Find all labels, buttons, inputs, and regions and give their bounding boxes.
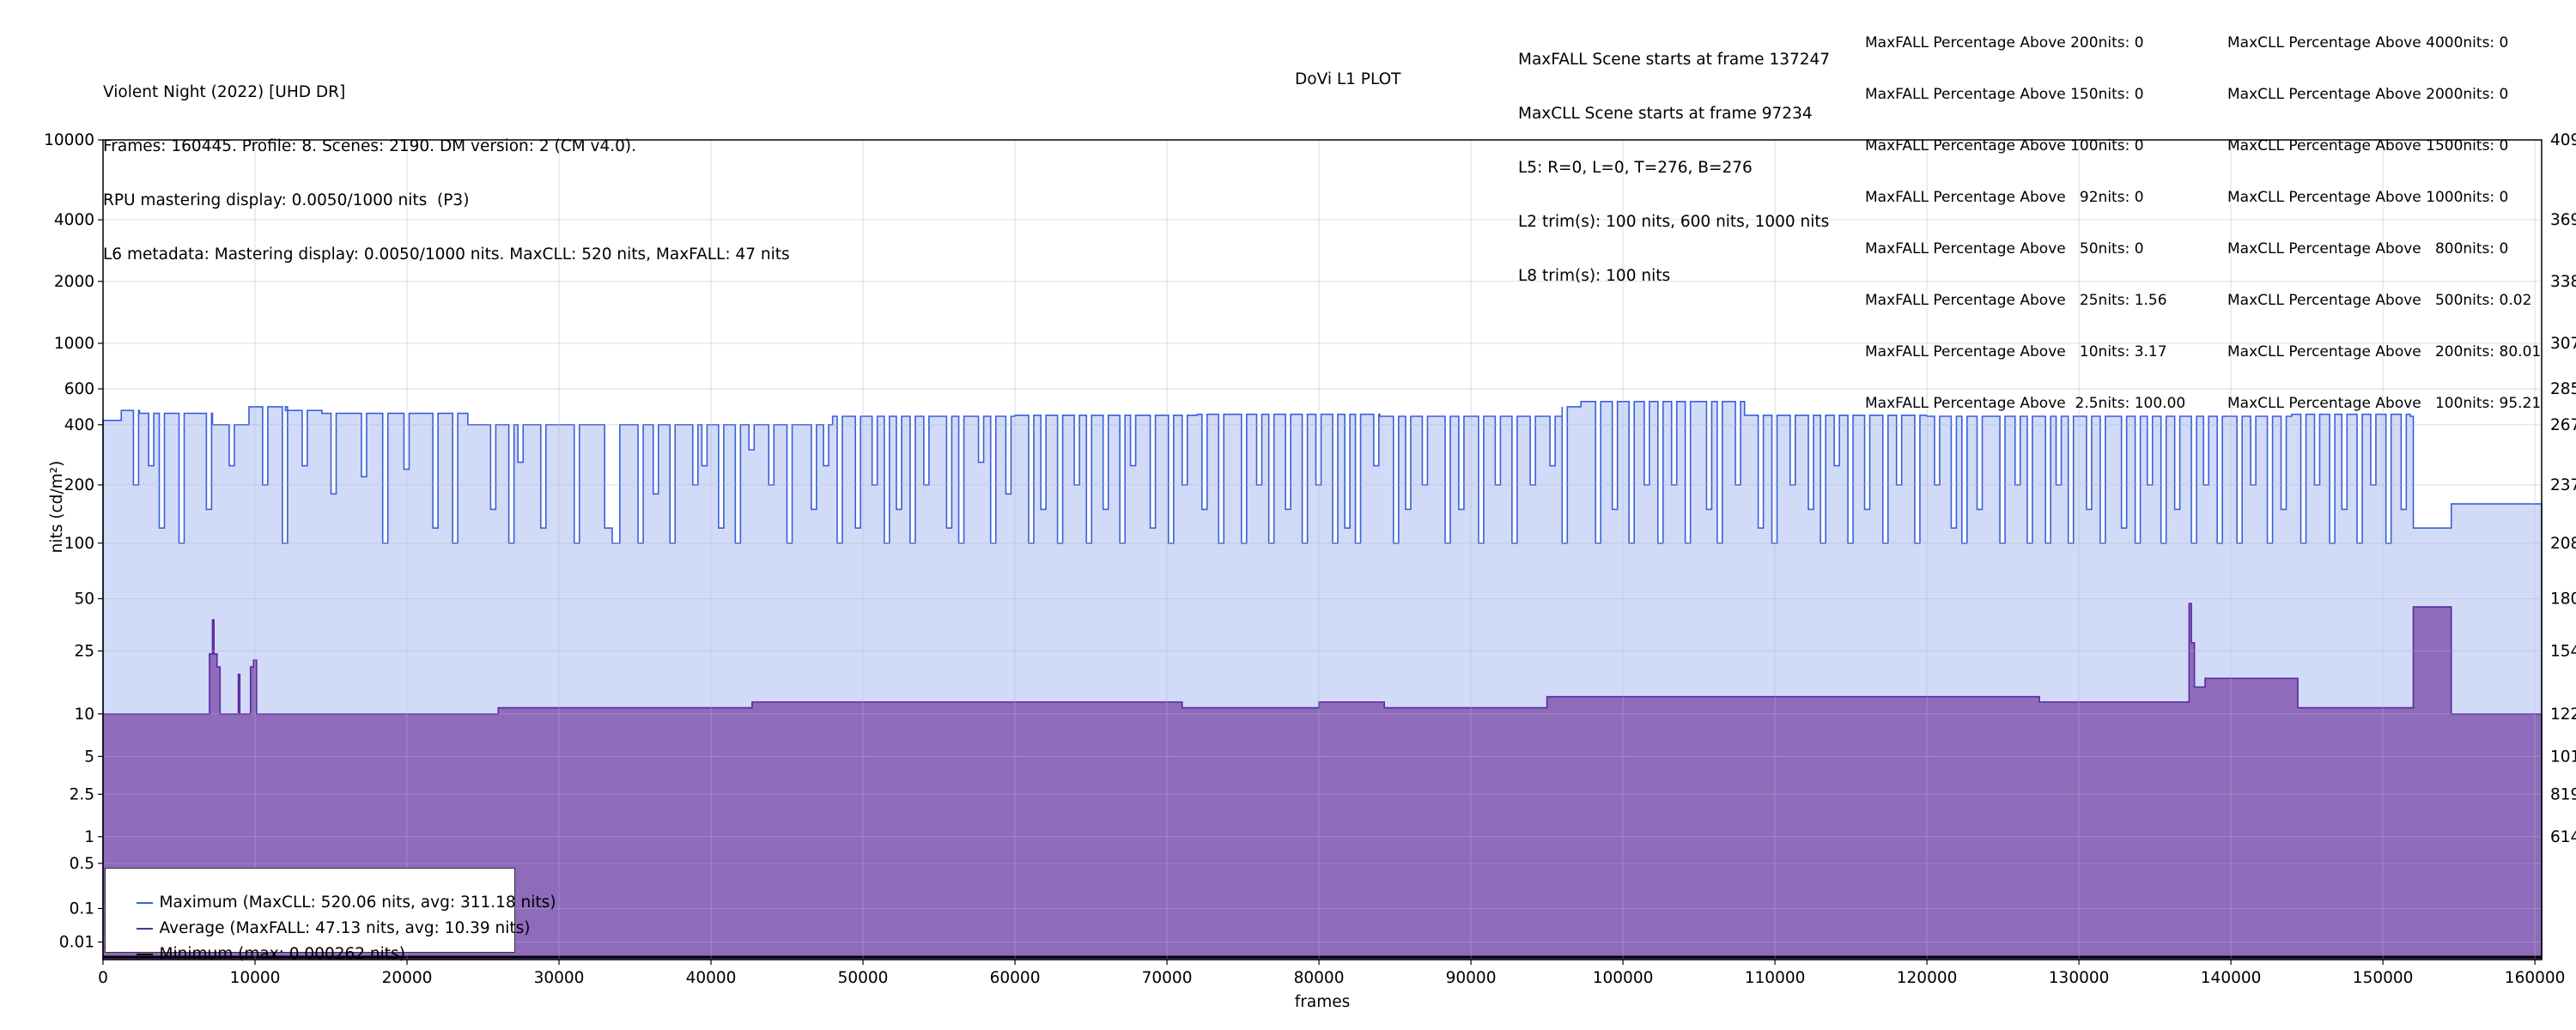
maxcll-stats: MaxCLL Percentage Above 4000nits: 0 MaxC… bbox=[2227, 0, 2541, 429]
legend-label-minimum: Minimum (max: 0.000262 nits) bbox=[159, 945, 405, 963]
header-frames-line: Frames: 160445. Profile: 8. Scenes: 2190… bbox=[103, 137, 636, 155]
y-axis-label: nits (cd/m²) bbox=[48, 461, 66, 554]
header-title-block: Violent Night (2022) [UHD DR] Frames: 16… bbox=[103, 47, 790, 282]
y-tick-label: 100 bbox=[64, 535, 94, 553]
maxcll-stat: MaxCLL Percentage Above 2000nits: 0 bbox=[2227, 86, 2509, 103]
y-tick-label: 1000 bbox=[54, 335, 94, 353]
x-tick-label: 90000 bbox=[1446, 969, 1497, 987]
x-tick-label: 110000 bbox=[1745, 969, 1806, 987]
right-tick-label: 3388 bbox=[2550, 273, 2576, 291]
y-tick-label: 0.1 bbox=[70, 900, 94, 918]
plot-frame bbox=[102, 139, 2543, 960]
right-tick-label: 3079 bbox=[2550, 335, 2576, 353]
maxfall-stat: MaxFALL Percentage Above 50nits: 0 bbox=[1865, 240, 2144, 258]
right-tick-label: 3696 bbox=[2550, 211, 2576, 229]
y-tick-label: 600 bbox=[64, 380, 94, 398]
y-tick-label: 400 bbox=[64, 416, 94, 434]
maxfall-stat: MaxFALL Percentage Above 100nits: 0 bbox=[1865, 137, 2144, 154]
info-maxfall-scene: MaxFALL Scene starts at frame 137247 bbox=[1518, 51, 1831, 69]
right-tick-label: 819 bbox=[2550, 785, 2576, 803]
right-tick-label: 2851 bbox=[2550, 380, 2576, 398]
right-tick-label: 614 bbox=[2550, 828, 2576, 846]
x-tick-label: 80000 bbox=[1294, 969, 1345, 987]
right-tick-label: 1542 bbox=[2550, 642, 2576, 660]
header-rpu-line: RPU mastering display: 0.0050/1000 nits … bbox=[103, 191, 470, 209]
x-tick-label: 130000 bbox=[2049, 969, 2110, 987]
y-tick-label: 10 bbox=[74, 706, 94, 724]
x-tick-label: 70000 bbox=[1142, 969, 1193, 987]
header-title: Violent Night (2022) [UHD DR] bbox=[103, 83, 346, 101]
right-tick-label: 2081 bbox=[2550, 535, 2576, 553]
legend-item-average: Average (MaxFALL: 47.13 nits, avg: 10.39… bbox=[116, 901, 531, 937]
y-tick-label: 2.5 bbox=[70, 785, 94, 803]
x-tick-label: 10000 bbox=[230, 969, 281, 987]
maxfall-stats: MaxFALL Percentage Above 200nits: 0 MaxF… bbox=[1865, 0, 2185, 429]
series-average-area bbox=[102, 603, 2543, 960]
x-tick-label: 30000 bbox=[534, 969, 585, 987]
plot-title: DoVi L1 PLOT bbox=[1295, 70, 1401, 88]
x-tick-label: 100000 bbox=[1593, 969, 1654, 987]
info-l8-trims: L8 trim(s): 100 nits bbox=[1518, 267, 1671, 285]
x-axis-label: frames bbox=[1295, 993, 1351, 1011]
maxcll-stat: MaxCLL Percentage Above 200nits: 80.01 bbox=[2227, 343, 2542, 360]
y-tick-label: 1 bbox=[84, 828, 94, 846]
x-tick-label: 50000 bbox=[838, 969, 889, 987]
y-tick-label: 0.5 bbox=[70, 855, 94, 873]
x-tick-label: 40000 bbox=[686, 969, 737, 987]
legend-swatch-average bbox=[136, 927, 153, 930]
info-maxcll-scene: MaxCLL Scene starts at frame 97234 bbox=[1518, 105, 1813, 123]
right-tick-label: 1803 bbox=[2550, 591, 2576, 609]
x-tick-label: 140000 bbox=[2201, 969, 2262, 987]
info-l2-trims: L2 trim(s): 100 nits, 600 nits, 1000 nit… bbox=[1518, 213, 1830, 231]
x-tick-label: 160000 bbox=[2505, 969, 2566, 987]
maxcll-stat: MaxCLL Percentage Above 1000nits: 0 bbox=[2227, 189, 2509, 206]
header-l6-line: L6 metadata: Mastering display: 0.0050/1… bbox=[103, 245, 790, 264]
y-tick-label: 200 bbox=[64, 476, 94, 494]
legend-swatch-maximum bbox=[136, 901, 153, 905]
maxfall-stat: MaxFALL Percentage Above 200nits: 0 bbox=[1865, 34, 2144, 52]
maxcll-stat: MaxCLL Percentage Above 1500nits: 0 bbox=[2227, 137, 2509, 154]
maxcll-stat: MaxCLL Percentage Above 4000nits: 0 bbox=[2227, 34, 2509, 52]
chart-legend: Maximum (MaxCLL: 520.06 nits, avg: 311.1… bbox=[105, 868, 556, 963]
maxfall-stat: MaxFALL Percentage Above 2.5nits: 100.00 bbox=[1865, 395, 2186, 412]
maxcll-stat: MaxCLL Percentage Above 800nits: 0 bbox=[2227, 240, 2509, 258]
info-block: MaxFALL Scene starts at frame 137247 Max… bbox=[1518, 15, 1830, 303]
maxcll-stat: MaxCLL Percentage Above 100nits: 95.21 bbox=[2227, 395, 2542, 412]
maxfall-stat: MaxFALL Percentage Above 10nits: 3.17 bbox=[1865, 343, 2167, 360]
y-tick-label: 2000 bbox=[54, 273, 94, 291]
legend-item-minimum: Minimum (max: 0.000262 nits) bbox=[116, 927, 405, 963]
right-tick-label: 1015 bbox=[2550, 748, 2576, 766]
legend-swatch-minimum bbox=[136, 953, 153, 956]
x-tick-label: 20000 bbox=[382, 969, 433, 987]
info-l5: L5: R=0, L=0, T=276, B=276 bbox=[1518, 159, 1753, 177]
maxcll-stat: MaxCLL Percentage Above 500nits: 0.02 bbox=[2227, 292, 2532, 309]
y-tick-label: 50 bbox=[74, 591, 94, 609]
y-tick-label: 10000 bbox=[44, 131, 94, 149]
maxfall-stat: MaxFALL Percentage Above 25nits: 1.56 bbox=[1865, 292, 2167, 309]
right-tick-label: 1229 bbox=[2550, 706, 2576, 724]
y-tick-label: 5 bbox=[84, 748, 94, 766]
maxfall-stat: MaxFALL Percentage Above 150nits: 0 bbox=[1865, 86, 2144, 103]
maxfall-stat: MaxFALL Percentage Above 92nits: 0 bbox=[1865, 189, 2144, 206]
legend-item-maximum: Maximum (MaxCLL: 520.06 nits, avg: 311.1… bbox=[116, 876, 556, 912]
legend-label-maximum: Maximum (MaxCLL: 520.06 nits, avg: 311.1… bbox=[159, 894, 556, 912]
y-tick-label: 0.01 bbox=[59, 933, 94, 951]
x-tick-label: 120000 bbox=[1897, 969, 1958, 987]
legend-label-average: Average (MaxFALL: 47.13 nits, avg: 10.39… bbox=[159, 919, 531, 937]
x-tick-label: 0 bbox=[98, 969, 108, 987]
right-tick-label: 4095 bbox=[2550, 131, 2576, 149]
x-tick-label: 150000 bbox=[2353, 969, 2414, 987]
x-tick-label: 60000 bbox=[990, 969, 1041, 987]
y-tick-label: 4000 bbox=[54, 211, 94, 229]
y-tick-label: 25 bbox=[74, 642, 94, 660]
